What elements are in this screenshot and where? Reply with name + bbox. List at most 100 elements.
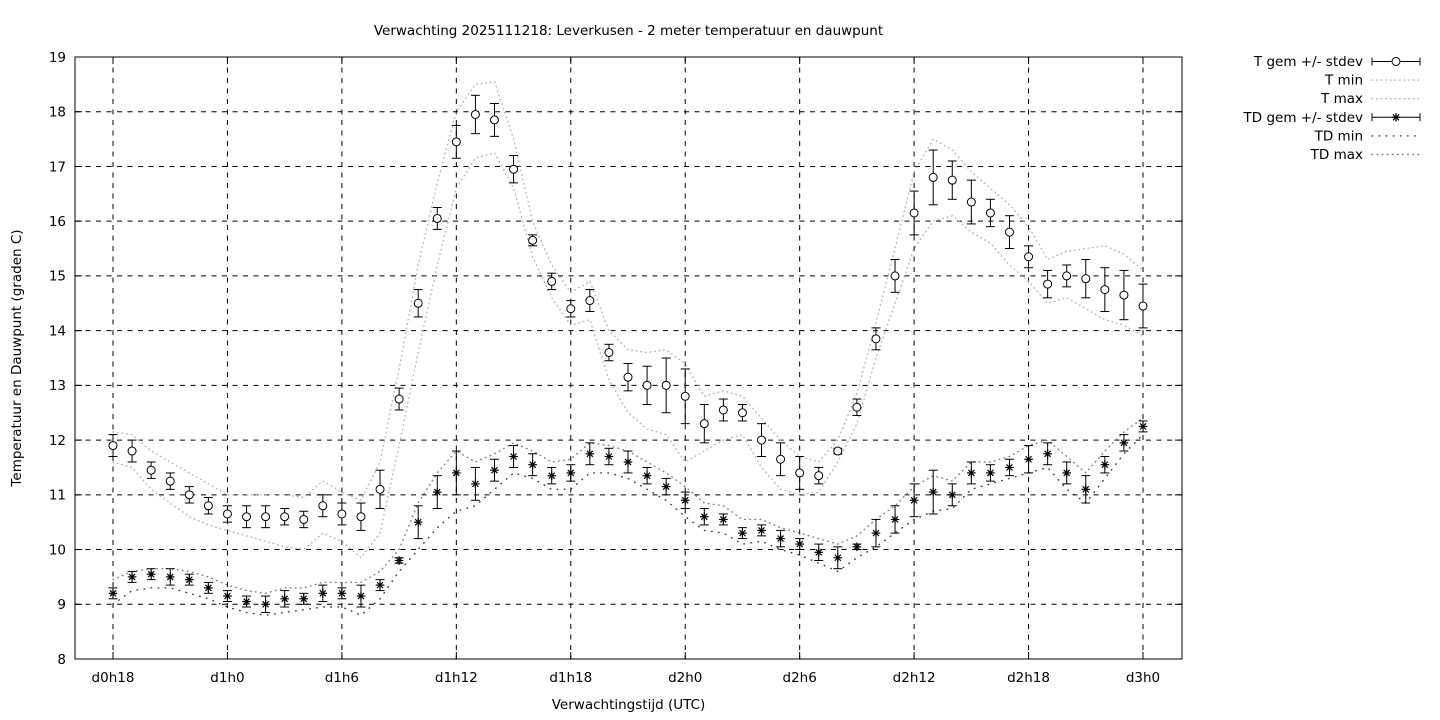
y-tick-label: 16	[49, 214, 66, 230]
circle-marker	[470, 109, 480, 119]
asterisk-marker	[1005, 463, 1014, 472]
asterisk-marker	[356, 591, 366, 601]
asterisk-marker	[261, 599, 270, 609]
asterisk-marker	[776, 534, 785, 543]
chart-title: Verwachting 2025111218: Leverkusen - 2 m…	[374, 23, 883, 39]
legend-label: T max	[1320, 91, 1363, 107]
circle-marker	[1100, 285, 1110, 295]
circle-marker	[337, 509, 347, 519]
circle-marker	[299, 514, 309, 524]
asterisk-marker	[623, 457, 633, 467]
asterisk-marker	[585, 449, 595, 459]
grid	[75, 57, 1182, 659]
asterisk-marker	[337, 589, 347, 598]
x-tick-label: d2h12	[893, 670, 936, 686]
legend-label: T gem +/- stdev	[1253, 54, 1363, 70]
asterisk-marker	[1138, 422, 1148, 431]
asterisk-marker	[127, 572, 137, 582]
asterisk-marker	[432, 487, 442, 497]
x-tick-label: d1h18	[549, 670, 592, 686]
circle-marker	[1004, 227, 1014, 237]
legend-item-t-gem-stdev: T gem +/- stdev	[1253, 54, 1421, 70]
y-axis-title: Temperatuur en Dauwpunt (graden C)	[9, 229, 25, 487]
circle-marker	[375, 484, 385, 494]
asterisk-marker	[1100, 460, 1110, 470]
asterisk-marker	[1043, 449, 1052, 459]
asterisk-marker	[509, 452, 518, 461]
circle-marker	[795, 468, 805, 478]
series-td-min	[112, 433, 1144, 617]
circle-marker	[261, 512, 271, 522]
circle-marker	[947, 175, 957, 185]
circle-marker	[833, 446, 843, 456]
asterisk-marker	[394, 556, 404, 565]
circle-marker	[699, 419, 709, 429]
legend-item-td-gem-stdev: TD gem +/- stdev	[1243, 110, 1421, 126]
circle-marker	[890, 271, 900, 281]
circle-marker	[528, 235, 538, 245]
y-tick-label: 13	[49, 378, 66, 394]
circle-marker	[1024, 252, 1034, 262]
legend-item-td-min: TD min	[1314, 128, 1421, 144]
circle-marker	[1062, 271, 1072, 281]
legend-label: T min	[1324, 73, 1363, 89]
y-tick-label: 19	[49, 50, 66, 66]
asterisk-marker	[280, 594, 289, 604]
y-tick-label: 18	[49, 105, 66, 121]
circle-marker	[413, 298, 423, 308]
x-tick-label: d1h6	[325, 670, 359, 686]
asterisk-marker	[738, 528, 747, 538]
circle-marker	[814, 471, 824, 481]
legend-item-t-max: T max	[1320, 91, 1421, 107]
asterisk-marker	[375, 580, 385, 590]
circle-marker	[146, 465, 156, 475]
circle-marker	[661, 380, 671, 390]
circle-marker	[1043, 279, 1053, 289]
asterisk-marker	[471, 479, 480, 489]
circle-marker	[108, 441, 118, 451]
circle-marker	[776, 454, 786, 464]
circle-marker	[852, 402, 862, 412]
circle-marker	[432, 213, 442, 223]
legend: T gem +/- stdev T min T max TD gem +/- stde…	[1243, 54, 1421, 163]
circle-marker	[184, 490, 194, 500]
circle-marker	[737, 408, 747, 418]
circle-marker	[985, 208, 995, 218]
asterisk-marker	[699, 512, 709, 522]
asterisk-marker	[871, 528, 881, 538]
asterisk-marker	[757, 526, 766, 535]
circle-marker	[928, 172, 938, 182]
axes	[74, 56, 1183, 660]
asterisk-marker	[833, 553, 843, 563]
asterisk-marker	[661, 482, 671, 491]
circle-marker	[356, 512, 366, 522]
circle-marker	[623, 372, 633, 382]
asterisk-marker	[947, 490, 957, 500]
x-tick-label: d2h18	[1007, 670, 1050, 686]
asterisk-marker	[852, 542, 862, 552]
circle-marker	[280, 512, 290, 522]
legend-label: TD gem +/- stdev	[1243, 110, 1363, 126]
asterisk-marker	[795, 539, 804, 549]
series-td-gem-stdev	[108, 420, 1148, 613]
circle-marker	[909, 208, 919, 218]
asterisk-marker	[318, 589, 328, 598]
asterisk-marker	[547, 471, 557, 480]
x-tick-label: d3h0	[1126, 670, 1160, 686]
circle-marker	[1138, 301, 1148, 311]
x-axis-title: Verwachtingstijd (UTC)	[552, 697, 706, 713]
legend-item-t-min: T min	[1324, 73, 1421, 89]
asterisk-marker	[986, 468, 995, 478]
circle-marker	[451, 137, 461, 147]
y-tick-label: 15	[49, 269, 66, 285]
asterisk-marker	[299, 594, 309, 604]
asterisk-marker	[604, 452, 614, 461]
asterisk-marker	[413, 517, 423, 527]
asterisk-marker	[1119, 438, 1129, 448]
asterisk-marker	[719, 515, 728, 524]
asterisk-marker	[642, 471, 652, 480]
asterisk-marker	[928, 487, 938, 497]
x-tick-label: d0h18	[92, 670, 135, 686]
asterisk-marker	[909, 495, 919, 505]
